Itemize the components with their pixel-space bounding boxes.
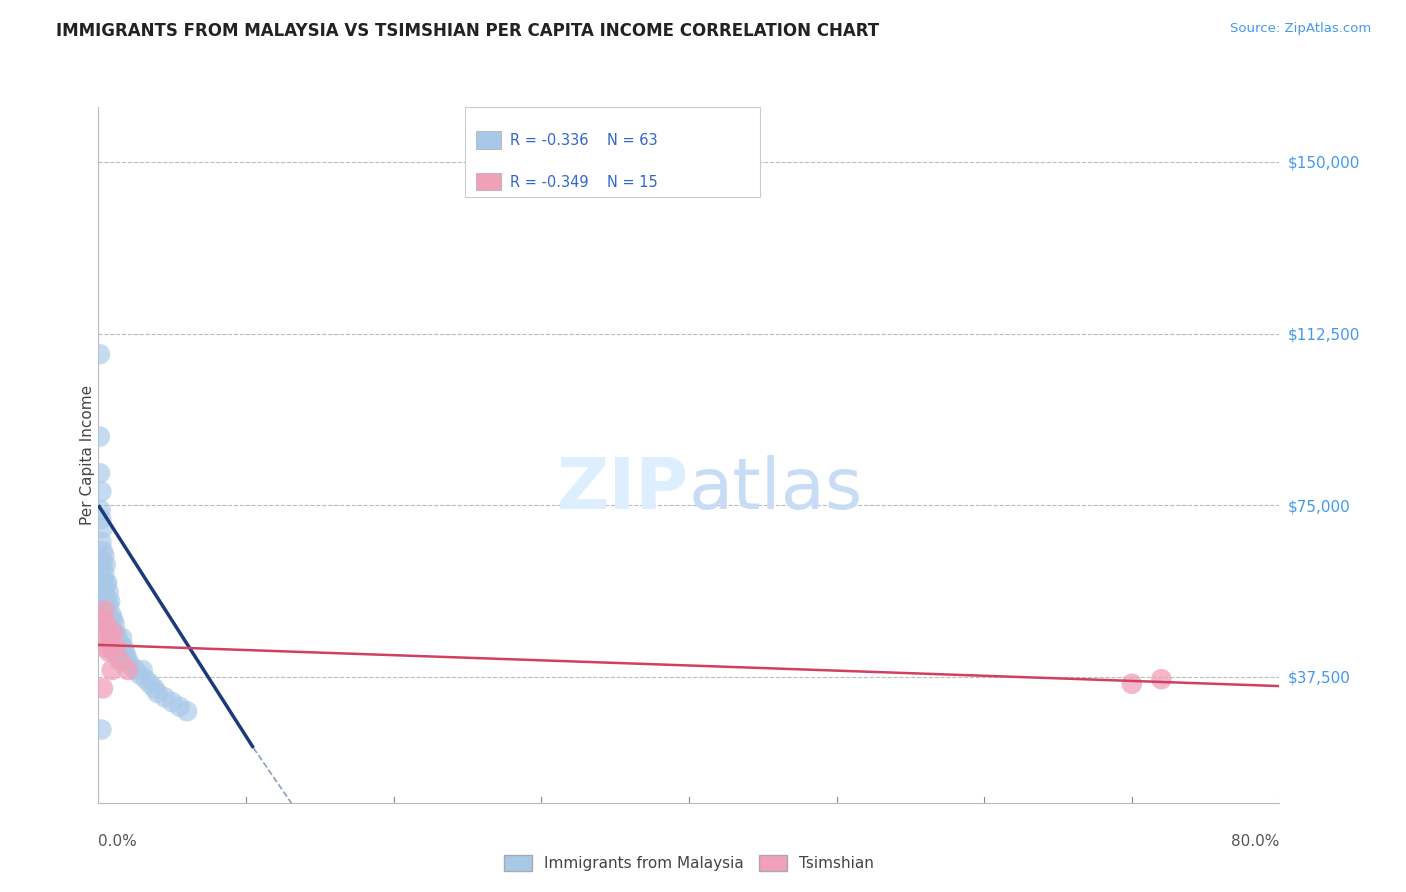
Point bbox=[128, 667, 150, 681]
Point bbox=[96, 594, 118, 608]
Point bbox=[143, 681, 166, 696]
Point bbox=[105, 626, 128, 640]
Point bbox=[139, 677, 162, 691]
Point bbox=[96, 608, 118, 623]
Point bbox=[89, 467, 111, 481]
Point bbox=[94, 590, 117, 604]
Point bbox=[94, 608, 117, 623]
Point bbox=[117, 654, 139, 668]
Point bbox=[89, 429, 111, 443]
Point bbox=[94, 576, 117, 591]
Point bbox=[115, 649, 138, 664]
Point bbox=[100, 663, 122, 677]
Text: R = -0.336: R = -0.336 bbox=[509, 133, 588, 148]
Point bbox=[93, 566, 115, 581]
Point bbox=[162, 695, 183, 709]
Point bbox=[1150, 672, 1173, 686]
Point bbox=[146, 686, 169, 700]
Point bbox=[103, 626, 125, 640]
Point bbox=[110, 654, 132, 668]
Point bbox=[90, 553, 112, 567]
Point bbox=[91, 681, 114, 696]
Legend: Immigrants from Malaysia, Tsimshian: Immigrants from Malaysia, Tsimshian bbox=[496, 847, 882, 879]
Point bbox=[97, 617, 120, 632]
Point bbox=[90, 723, 112, 737]
Point bbox=[97, 645, 120, 659]
Point bbox=[103, 626, 125, 640]
Point bbox=[91, 544, 114, 558]
Point bbox=[153, 690, 176, 705]
Point bbox=[103, 613, 125, 627]
Point bbox=[91, 558, 114, 572]
Text: 80.0%: 80.0% bbox=[1232, 834, 1279, 849]
Point bbox=[1121, 677, 1143, 691]
Point bbox=[98, 631, 121, 645]
Point bbox=[132, 663, 155, 677]
Point bbox=[93, 603, 115, 617]
Text: N = 15: N = 15 bbox=[606, 175, 657, 190]
Point bbox=[91, 631, 114, 645]
Point bbox=[108, 635, 131, 649]
Point bbox=[90, 534, 112, 549]
Point bbox=[135, 672, 157, 686]
Point bbox=[96, 576, 118, 591]
Point bbox=[107, 649, 129, 664]
Text: N = 63: N = 63 bbox=[606, 133, 657, 148]
Point bbox=[107, 631, 129, 645]
Point bbox=[120, 658, 142, 673]
Point bbox=[105, 645, 128, 659]
Point bbox=[90, 484, 112, 499]
Point bbox=[103, 645, 125, 659]
Point bbox=[94, 558, 117, 572]
Text: R = -0.349: R = -0.349 bbox=[509, 175, 588, 190]
Point bbox=[105, 640, 128, 655]
Point bbox=[176, 704, 198, 718]
Point bbox=[117, 663, 139, 677]
Y-axis label: Per Capita Income: Per Capita Income bbox=[80, 384, 94, 525]
Point bbox=[96, 626, 118, 640]
Point bbox=[93, 603, 115, 617]
Point bbox=[100, 622, 122, 636]
Text: IMMIGRANTS FROM MALAYSIA VS TSIMSHIAN PER CAPITA INCOME CORRELATION CHART: IMMIGRANTS FROM MALAYSIA VS TSIMSHIAN PE… bbox=[56, 22, 879, 40]
Point bbox=[104, 635, 127, 649]
Point bbox=[100, 640, 122, 655]
Point bbox=[114, 645, 136, 659]
Point bbox=[110, 640, 132, 655]
Point bbox=[91, 521, 114, 535]
Point bbox=[104, 617, 127, 632]
Point bbox=[98, 594, 121, 608]
Point bbox=[89, 347, 111, 361]
Point bbox=[90, 613, 112, 627]
Point bbox=[91, 594, 114, 608]
Text: atlas: atlas bbox=[689, 455, 863, 524]
Point bbox=[98, 631, 121, 645]
Point bbox=[124, 663, 146, 677]
Point bbox=[100, 608, 122, 623]
Point bbox=[111, 631, 134, 645]
Point bbox=[96, 617, 118, 632]
Point bbox=[93, 585, 115, 599]
Text: Source: ZipAtlas.com: Source: ZipAtlas.com bbox=[1230, 22, 1371, 36]
Text: ZIP: ZIP bbox=[557, 455, 689, 524]
Point bbox=[93, 549, 115, 563]
Point bbox=[90, 512, 112, 526]
Point bbox=[91, 576, 114, 591]
Point bbox=[97, 599, 120, 613]
Point bbox=[94, 640, 117, 655]
Point bbox=[97, 585, 120, 599]
Point bbox=[112, 640, 135, 655]
Point bbox=[90, 503, 112, 517]
Text: 0.0%: 0.0% bbox=[98, 834, 138, 849]
Point bbox=[169, 699, 191, 714]
Point bbox=[98, 613, 121, 627]
